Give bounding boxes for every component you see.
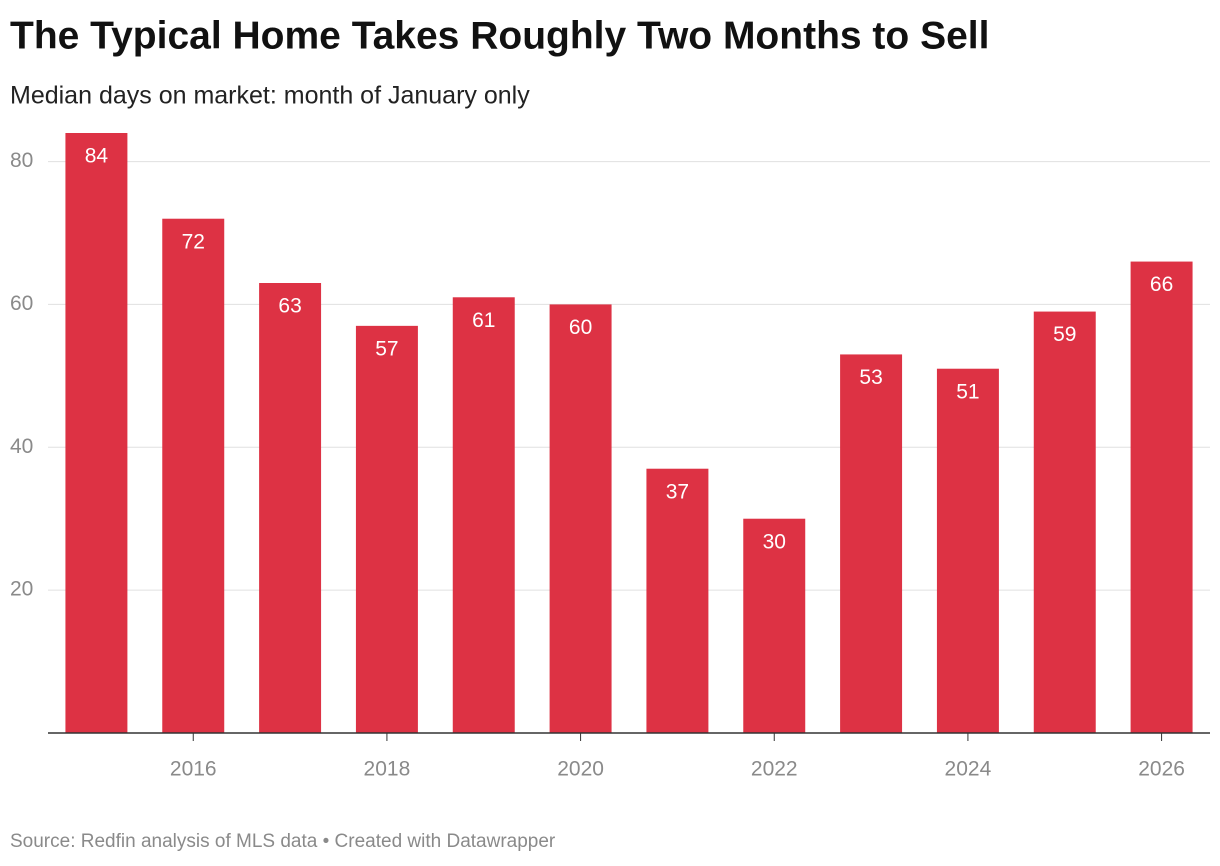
value-label: 51 (956, 380, 979, 403)
x-tick-label: 2016 (170, 758, 217, 781)
bar (1033, 311, 1096, 733)
value-label: 53 (859, 366, 882, 389)
bar (65, 133, 128, 733)
value-label: 60 (569, 316, 592, 339)
bar (549, 304, 612, 733)
y-tick-label: 80 (10, 149, 33, 172)
value-label: 37 (666, 480, 689, 503)
bar (1130, 261, 1193, 733)
bar (840, 354, 903, 733)
value-label: 57 (375, 337, 398, 360)
value-label: 84 (85, 145, 109, 168)
bar (452, 297, 515, 733)
x-tick-label: 2022 (751, 758, 798, 781)
x-tick-label: 2020 (557, 758, 604, 781)
bar (355, 325, 418, 733)
value-label: 61 (472, 309, 495, 332)
y-tick-label: 40 (10, 435, 33, 458)
value-label: 72 (182, 230, 205, 253)
bar (259, 283, 322, 733)
bar (936, 368, 999, 733)
x-tick-label: 2018 (364, 758, 411, 781)
chart-subtitle: Median days on market: month of January … (10, 82, 530, 110)
source-note: Source: Redfin analysis of MLS data • Cr… (10, 831, 556, 852)
y-tick-label: 60 (10, 292, 33, 315)
value-label: 59 (1053, 323, 1076, 346)
y-tick-label: 20 (10, 578, 33, 601)
chart-title: The Typical Home Takes Roughly Two Month… (10, 14, 989, 57)
value-label: 63 (278, 295, 301, 318)
x-tick-label: 2024 (945, 758, 992, 781)
x-tick-label: 2026 (1138, 758, 1185, 781)
bar (646, 468, 709, 733)
value-label: 30 (763, 530, 786, 553)
value-label: 66 (1150, 273, 1173, 296)
bar (743, 518, 806, 733)
bar (162, 218, 225, 733)
